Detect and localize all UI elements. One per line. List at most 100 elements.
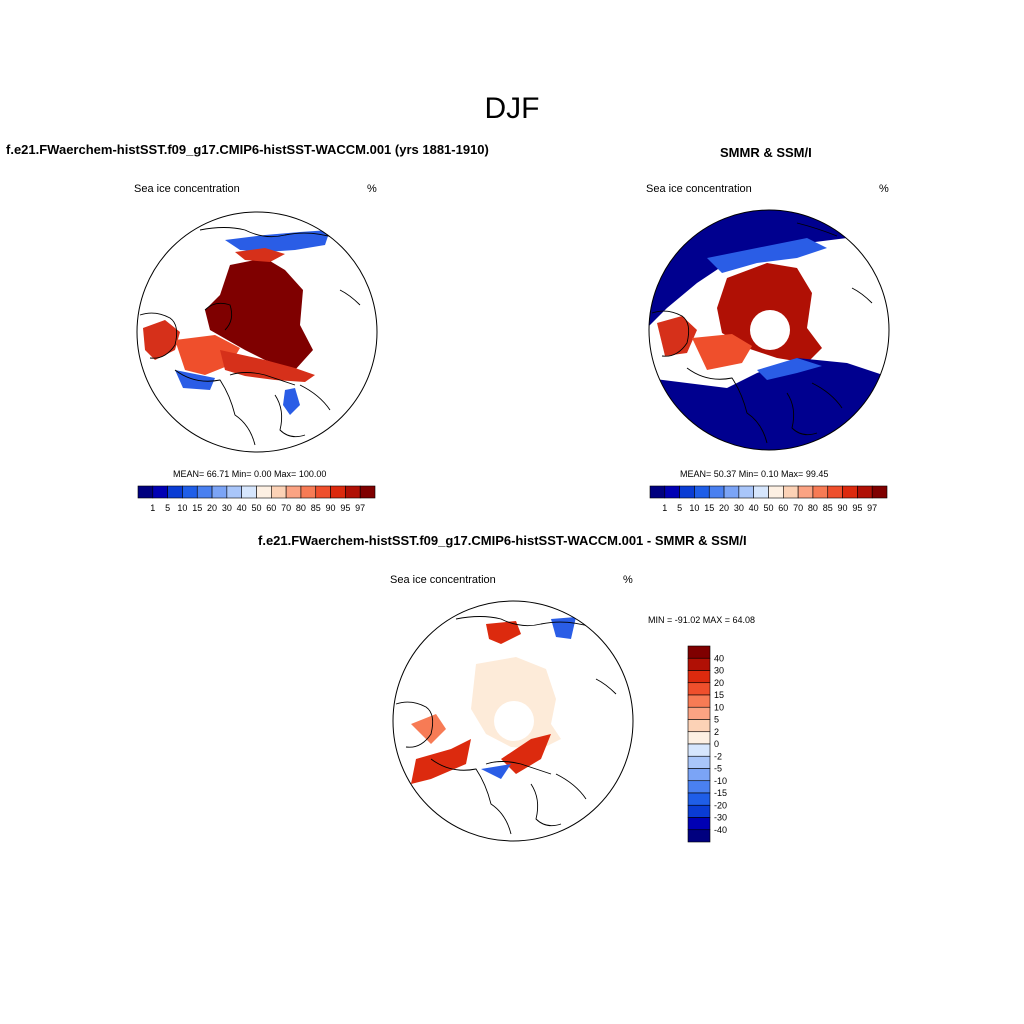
obs-colorbar-tick-label: 5 <box>677 503 682 513</box>
obs-colorbar-swatch <box>708 485 725 499</box>
diff-colorbar-tick-label: -20 <box>714 800 727 810</box>
model-colorbar <box>137 485 376 499</box>
diff-stats: MIN = -91.02 MAX = 64.08 <box>648 615 756 625</box>
model-colorbar-tick-label: 95 <box>340 503 350 513</box>
diff-panel-title: f.e21.FWaerchem-histSST.f09_g17.CMIP6-hi… <box>258 533 747 548</box>
obs-pacific-open-water <box>649 210 847 328</box>
diff-colorbar-tick-label: 2 <box>714 727 719 737</box>
obs-colorbar-tick-label: 90 <box>838 503 848 513</box>
model-colorbar-tick-label: 90 <box>326 503 336 513</box>
obs-colorbar-swatch <box>753 485 769 499</box>
diff-barents-positive <box>501 734 551 774</box>
diff-colorbar-swatch <box>687 780 711 794</box>
obs-colorbar-tick-label: 70 <box>793 503 803 513</box>
diff-hudson-positive <box>411 714 446 744</box>
obs-atlantic-ice-edge <box>757 358 822 380</box>
diff-colorbar-tick-label: -40 <box>714 825 727 835</box>
model-colorbar-swatch <box>196 485 213 499</box>
obs-colorbar-swatch <box>812 485 829 499</box>
model-colorbar-swatch <box>359 485 376 499</box>
obs-canadian-ice <box>692 334 752 370</box>
obs-panel-title: SMMR & SSM/I <box>720 145 812 160</box>
diff-colorbar-swatch <box>687 804 711 818</box>
obs-atlantic-open-water <box>649 358 889 450</box>
diff-colorbar-swatch <box>687 731 711 745</box>
obs-colorbar-swatch <box>783 485 799 499</box>
model-colorbar-swatch <box>285 485 302 499</box>
obs-colorbar-swatch <box>664 485 680 499</box>
model-colorbar-swatch <box>152 485 168 499</box>
model-colorbar-tick-label: 70 <box>281 503 291 513</box>
obs-colorbar-ticks: 1 5 10 15 20 30 40 50 60 70 80 85 90 95 97 <box>662 503 877 513</box>
obs-colorbar-swatch <box>827 485 843 499</box>
model-colorbar-swatch <box>315 485 331 499</box>
obs-colorbar-swatch <box>871 485 888 499</box>
model-colorbar-swatch <box>226 485 242 499</box>
obs-stats: MEAN= 50.37 Min= 0.10 Max= 99.45 <box>680 469 829 479</box>
obs-colorbar-swatch <box>738 485 754 499</box>
model-colorbar-tick-label: 10 <box>177 503 187 513</box>
model-colorbar-tick-label: 1 <box>150 503 155 513</box>
obs-map-border <box>648 209 890 451</box>
obs-colorbar-swatch <box>842 485 858 499</box>
obs-colorbar-swatch <box>768 485 784 499</box>
obs-colorbar-tick-label: 50 <box>763 503 773 513</box>
obs-variable-label: Sea ice concentration <box>646 183 752 195</box>
diff-colorbar-swatch <box>687 645 711 659</box>
diff-atlantic-negative <box>481 764 511 779</box>
diff-colorbar-tick-label: 30 <box>714 666 724 676</box>
model-pacific-ice-edge <box>225 230 330 252</box>
obs-pole-hole <box>750 310 790 350</box>
obs-colorbar-swatch <box>694 485 710 499</box>
diff-colorbar-swatch <box>687 792 711 806</box>
diff-colorbar-tick-label: 10 <box>714 702 724 712</box>
model-colorbar-ticks: 1 5 10 15 20 30 40 50 60 70 80 85 90 95 97 <box>150 503 365 513</box>
diff-colorbar-swatch <box>687 682 711 696</box>
model-colorbar-tick-label: 85 <box>311 503 321 513</box>
diff-labrador-positive <box>411 739 471 784</box>
model-stats: MEAN= 66.71 Min= 0.00 Max= 100.00 <box>173 469 327 479</box>
model-atlantic-ice <box>220 350 315 382</box>
diff-pacific-positive <box>486 621 521 644</box>
diff-coastlines <box>395 616 617 835</box>
model-map-border <box>136 211 378 453</box>
obs-colorbar <box>649 485 888 499</box>
diff-units-label: % <box>623 574 633 586</box>
obs-colorbar-swatch <box>857 485 873 499</box>
figure-title: DJF <box>484 92 540 125</box>
obs-colorbar-tick-label: 15 <box>704 503 714 513</box>
diff-map-border <box>392 600 634 842</box>
obs-hudson-ice <box>657 316 697 356</box>
diff-colorbar-tick-label: -2 <box>714 751 722 761</box>
model-colorbar-swatch <box>241 485 257 499</box>
model-pacific-ice <box>235 248 285 262</box>
obs-colorbar-tick-label: 97 <box>867 503 877 513</box>
model-colorbar-tick-label: 50 <box>251 503 261 513</box>
model-panel-title: f.e21.FWaerchem-histSST.f09_g17.CMIP6-hi… <box>6 142 489 157</box>
model-colorbar-tick-label: 15 <box>192 503 202 513</box>
model-colorbar-swatch <box>345 485 361 499</box>
diff-colorbar-tick-label: 15 <box>714 690 724 700</box>
obs-colorbar-tick-label: 10 <box>689 503 699 513</box>
model-colorbar-tick-label: 30 <box>222 503 232 513</box>
obs-colorbar-tick-label: 95 <box>852 503 862 513</box>
model-colorbar-swatch <box>330 485 346 499</box>
diff-colorbar-tick-label: 5 <box>714 715 719 725</box>
diff-polar-map <box>392 600 634 842</box>
obs-polar-map <box>648 209 890 451</box>
model-colorbar-tick-label: 40 <box>237 503 247 513</box>
model-baltic-ice <box>283 388 300 415</box>
diff-colorbar-tick-label: 40 <box>714 653 724 663</box>
model-colorbar-tick-label: 20 <box>207 503 217 513</box>
model-central-ice <box>205 258 313 370</box>
diff-colorbar-tick-label: 0 <box>714 739 719 749</box>
diff-colorbar-tick-label: 20 <box>714 678 724 688</box>
model-colorbar-swatch <box>137 485 154 499</box>
obs-colorbar-tick-label: 20 <box>719 503 729 513</box>
model-colorbar-swatch <box>256 485 272 499</box>
obs-colorbar-swatch <box>649 485 666 499</box>
diff-pole-hole <box>494 701 534 741</box>
model-variable-label: Sea ice concentration <box>134 183 240 195</box>
obs-colorbar-tick-label: 85 <box>823 503 833 513</box>
